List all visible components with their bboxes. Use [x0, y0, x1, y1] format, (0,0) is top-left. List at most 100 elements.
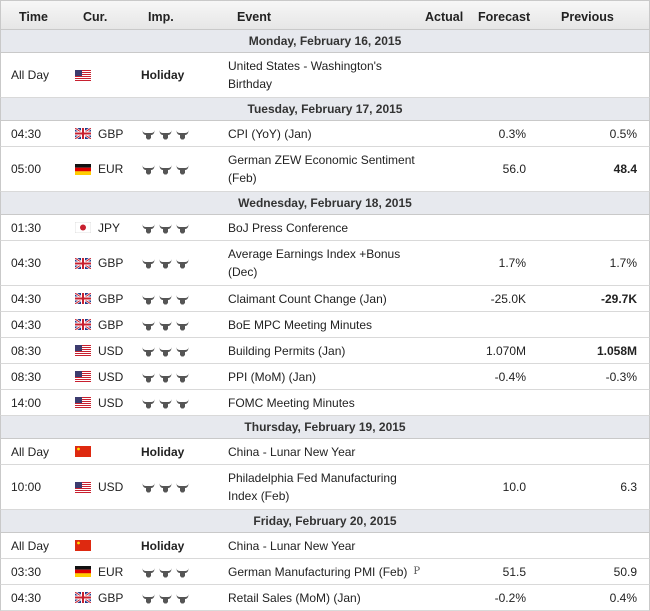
- column-header-event[interactable]: Event: [237, 10, 272, 24]
- event-row[interactable]: All Day Holiday China - Lunar New Year: [0, 439, 650, 465]
- column-header-actual[interactable]: Actual: [425, 10, 464, 24]
- event-name-text[interactable]: Retail Sales (MoM) (Jan): [228, 590, 361, 605]
- event-name-text[interactable]: German Manufacturing PMI (Feb): [228, 564, 408, 579]
- event-currency: GBP: [98, 256, 124, 270]
- us-flag-icon: [75, 390, 91, 415]
- event-name[interactable]: BoJ Press Conference: [228, 215, 428, 240]
- date-separator: Thursday, February 19, 2015: [0, 416, 650, 439]
- bull-icon: [175, 567, 189, 577]
- date-separator: Monday, February 16, 2015: [0, 30, 650, 53]
- event-time: All Day: [11, 538, 50, 553]
- uk-flag-icon: [75, 585, 91, 610]
- event-row[interactable]: All Day Holiday China - Lunar New Year: [0, 533, 650, 559]
- event-time: 04:30: [11, 590, 42, 605]
- event-name[interactable]: German ZEW Economic Sentiment (Feb): [228, 147, 428, 191]
- event-name-text[interactable]: Average Earnings Index +Bonus (Dec): [228, 247, 401, 279]
- bull-icon: [175, 320, 189, 330]
- de-flag-icon: [75, 559, 91, 584]
- event-name[interactable]: BoE MPC Meeting Minutes: [228, 312, 428, 337]
- event-previous: -0.3%: [605, 369, 637, 384]
- event-row[interactable]: 14:00 USD FOMC Meeting Minutes: [0, 390, 650, 416]
- bull-icon: [141, 223, 155, 233]
- event-forecast: -25.0K: [490, 291, 526, 306]
- event-time: 01:30: [11, 220, 42, 235]
- event-name-text[interactable]: Building Permits (Jan): [228, 343, 346, 358]
- column-header-currency[interactable]: Cur.: [83, 10, 108, 24]
- event-name-text[interactable]: CPI (YoY) (Jan): [228, 126, 312, 141]
- bull-icon: [175, 372, 189, 382]
- event-name-text[interactable]: Claimant Count Change (Jan): [228, 291, 387, 306]
- event-name[interactable]: Building Permits (Jan): [228, 338, 428, 363]
- event-currency: USD: [98, 395, 124, 410]
- event-previous: 6.3: [620, 480, 637, 494]
- column-header-forecast[interactable]: Forecast: [478, 10, 531, 24]
- event-row[interactable]: 04:30 GBP BoE MPC Meeting Minutes: [0, 312, 650, 338]
- event-row[interactable]: 08:30 USD PPI (MoM) (Jan) -0.4% -0.3%: [0, 364, 650, 390]
- event-name-text[interactable]: United States - Washington's Birthday: [228, 59, 382, 91]
- event-row[interactable]: 01:30 JPY BoJ Press Conference: [0, 215, 650, 241]
- bull-icon: [175, 593, 189, 603]
- event-name-text[interactable]: China - Lunar New Year: [228, 538, 356, 553]
- event-row[interactable]: 04:30 GBP CPI (YoY) (Jan) 0.3% 0.5%: [0, 121, 650, 147]
- event-name-text[interactable]: BoJ Press Conference: [228, 220, 349, 235]
- cn-flag-icon: [75, 439, 91, 464]
- event-name-text[interactable]: PPI (MoM) (Jan): [228, 369, 317, 384]
- column-header-importance[interactable]: Imp.: [148, 10, 174, 24]
- bull-icon: [158, 129, 172, 139]
- bull-icon: [141, 294, 155, 304]
- us-flag-icon: [75, 53, 91, 97]
- event-name[interactable]: CPI (YoY) (Jan): [228, 121, 428, 146]
- event-row[interactable]: 04:30 GBP Average Earnings Index +Bonus (D…: [0, 241, 650, 286]
- event-name[interactable]: FOMC Meeting Minutes: [228, 390, 428, 415]
- event-name-text[interactable]: FOMC Meeting Minutes: [228, 395, 355, 410]
- event-forecast: 56.0: [502, 162, 526, 176]
- uk-flag-icon: [75, 121, 91, 146]
- bull-icon: [175, 294, 189, 304]
- calendar-header: Time Cur. Imp. Event Actual Forecast Pre…: [0, 0, 650, 30]
- bull-icon: [175, 164, 189, 175]
- bull-icon: [141, 258, 155, 269]
- event-row[interactable]: 03:30 EUR German Manufacturing PMI (Feb) P 5…: [0, 559, 650, 585]
- bull-icon: [175, 258, 189, 269]
- event-row[interactable]: 05:00 EUR German ZEW Economic Sentiment (F…: [0, 147, 650, 192]
- event-name-text[interactable]: Philadelphia Fed Manufacturing Index (Fe…: [228, 471, 397, 503]
- bull-icon: [141, 346, 155, 356]
- event-name[interactable]: PPI (MoM) (Jan): [228, 364, 428, 389]
- importance-bulls: [141, 559, 192, 584]
- holiday-label: Holiday: [141, 538, 185, 553]
- bull-icon: [141, 372, 155, 382]
- event-name[interactable]: Claimant Count Change (Jan): [228, 286, 428, 311]
- event-row[interactable]: All Day Holiday United States - Washington…: [0, 53, 650, 98]
- event-row[interactable]: 10:00 USD Philadelphia Fed Manufacturing I…: [0, 465, 650, 510]
- event-time: 05:00: [11, 162, 42, 176]
- bull-icon: [141, 482, 155, 493]
- column-header-time[interactable]: Time: [19, 10, 48, 24]
- event-time: 04:30: [11, 317, 42, 332]
- bull-icon: [158, 482, 172, 493]
- event-row[interactable]: 04:30 GBP Retail Sales (MoM) (Jan) -0.2% 0.4…: [0, 585, 650, 611]
- event-row[interactable]: 04:30 GBP Claimant Count Change (Jan) -25.0…: [0, 286, 650, 312]
- column-header-previous[interactable]: Previous: [561, 10, 614, 24]
- event-name[interactable]: Average Earnings Index +Bonus (Dec): [228, 241, 428, 285]
- holiday-label: Holiday: [141, 444, 185, 459]
- event-name[interactable]: United States - Washington's Birthday: [228, 53, 428, 97]
- event-name[interactable]: Retail Sales (MoM) (Jan): [228, 585, 428, 610]
- bull-icon: [175, 223, 189, 233]
- event-name[interactable]: Philadelphia Fed Manufacturing Index (Fe…: [228, 465, 428, 509]
- bull-icon: [141, 567, 155, 577]
- event-row[interactable]: 08:30 USD Building Permits (Jan) 1.070M 1.05…: [0, 338, 650, 364]
- date-separator: Friday, February 20, 2015: [0, 510, 650, 533]
- event-name[interactable]: China - Lunar New Year: [228, 533, 428, 558]
- event-name[interactable]: German Manufacturing PMI (Feb) P: [228, 559, 428, 584]
- event-name-text[interactable]: BoE MPC Meeting Minutes: [228, 317, 373, 332]
- bull-icon: [175, 482, 189, 493]
- importance-bulls: [141, 364, 192, 389]
- date-separator: Wednesday, February 18, 2015: [0, 192, 650, 215]
- event-name-text[interactable]: German ZEW Economic Sentiment (Feb): [228, 153, 415, 185]
- event-name[interactable]: China - Lunar New Year: [228, 439, 428, 464]
- importance-bulls: [141, 312, 192, 337]
- event-currency: GBP: [98, 291, 124, 306]
- event-name-text[interactable]: China - Lunar New Year: [228, 444, 356, 459]
- importance-bulls: [141, 338, 192, 363]
- event-previous: -29.7K: [600, 291, 637, 306]
